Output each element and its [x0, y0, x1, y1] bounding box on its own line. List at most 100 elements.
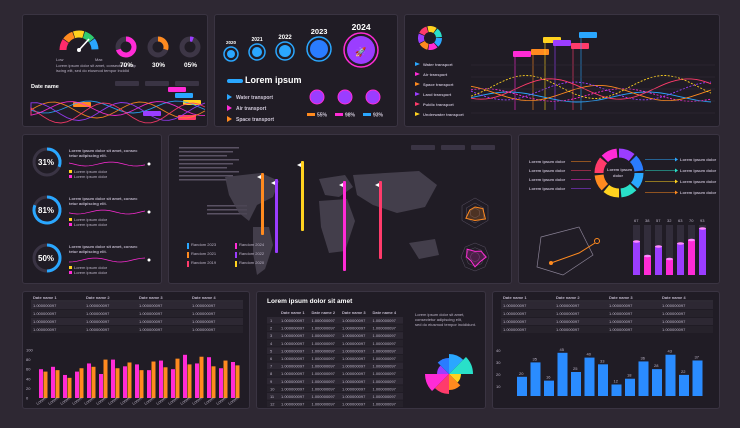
bar-value [557, 352, 568, 396]
legend-swatch [69, 271, 72, 274]
table-cell: 1.000000097 [609, 311, 633, 316]
table-cell: 1.000000097 [342, 394, 366, 399]
chart-tag [175, 93, 193, 98]
table-cell: 1.000000097 [312, 348, 336, 353]
radar-grid [466, 202, 484, 224]
table-cell: 1.000000097 [281, 326, 305, 331]
cycle-center-text: Lorem ipsum [607, 167, 633, 172]
table-cell: 1.000000097 [312, 379, 336, 384]
wave-line [30, 100, 206, 114]
cycle-segment [629, 155, 644, 172]
donut-arc [116, 36, 137, 58]
table-cell: 1.000000097 [192, 327, 216, 332]
timeline-ring [223, 46, 239, 62]
marker-tag [531, 49, 549, 55]
bar-series-b [235, 365, 240, 398]
cycle-right-label: Lorem ipsum dolor [680, 157, 717, 162]
table-cell: 1.000000097 [373, 348, 397, 353]
timeline-year: 2020 [226, 40, 237, 45]
world-map-graphics: Random 2023 Random 2024 Random 2021 Random … [179, 145, 495, 275]
bar-value [598, 364, 608, 396]
table-cell: 1.000000097 [281, 402, 305, 407]
table-cell: 1.000000097 [33, 327, 57, 332]
bar-series-b [127, 362, 132, 398]
progress-title-2: tetur adipiscing elit. [69, 249, 107, 254]
bar-series-a [183, 354, 187, 398]
table-header: Date name 3 [139, 295, 163, 300]
legend-swatch [235, 261, 237, 267]
bar-data-label: 12 [614, 378, 619, 383]
table-cell: 1.000000097 [312, 318, 336, 323]
cycle-center-text: dolor [613, 173, 623, 178]
dropdown-chip [115, 81, 139, 86]
stat-badge [337, 89, 353, 105]
text-line [179, 155, 227, 157]
cycle-segment [601, 148, 618, 163]
progress-spark [68, 161, 146, 167]
donut-segment [428, 42, 438, 50]
map-legend-label: Random 2024 [239, 242, 265, 247]
bar3d [699, 228, 706, 275]
continent-shape [319, 175, 353, 197]
table-cell: 1.000000097 [192, 303, 216, 308]
y-tick: 0 [26, 396, 29, 401]
table-row [267, 400, 403, 408]
bar-series-a [63, 374, 67, 398]
donut-segment [433, 37, 442, 47]
stat-value: 93% [373, 113, 384, 119]
text-line [179, 171, 239, 173]
legend-swatch [235, 243, 237, 249]
bar3d-label: 93 [700, 218, 705, 223]
timeline-ring [306, 36, 332, 62]
table-cell: 1.000000097 [662, 327, 686, 332]
bar3d-top [655, 245, 662, 248]
x-tick: Lorem [191, 395, 204, 406]
x-tick: Lorem [215, 395, 228, 406]
table-cell: 1.000000097 [312, 364, 336, 369]
table-row [267, 332, 403, 339]
x-tick: Lorem [35, 395, 48, 406]
radar-grid [461, 197, 489, 229]
center-note: Lorem ipsum dolor sit amet, [415, 312, 464, 317]
legend-arrow [415, 92, 420, 96]
cycle-segment [618, 148, 635, 162]
map-bar [379, 181, 382, 259]
center-note: consectetur adipiscing elit, [415, 317, 462, 322]
map-bar-pointer [339, 183, 343, 187]
gauge-segment [72, 30, 85, 39]
wave-line [470, 78, 712, 100]
stat-chip [335, 113, 343, 116]
legend-label: Land transport [423, 92, 452, 97]
cycle-arrow [675, 157, 678, 162]
bar-data-label: 36 [641, 355, 646, 360]
y-tick: 20 [496, 372, 501, 377]
map-legend-label: Random 2019 [191, 260, 217, 265]
timeline-item-label: Air transport [236, 106, 267, 112]
bar-series-b [211, 366, 216, 398]
bar-series-b [199, 356, 204, 398]
legend-arrow [227, 116, 232, 122]
multi-line-chart: Water transport Air transport Space transp… [415, 26, 715, 117]
legend-label: Underwater transport [423, 112, 464, 117]
text-line [179, 159, 239, 161]
table-cell: 1.000000097 [609, 327, 633, 332]
cycle-segment [620, 183, 637, 198]
legend-swatch [187, 252, 189, 258]
timeline-item-label: Space transport [236, 117, 274, 123]
legend-swatch [69, 170, 72, 173]
bar-data-label: 40 [587, 352, 592, 357]
table-row [267, 324, 403, 332]
table-and-bar-chart-right: Date name 1 Date name 2 Date name 3 Date na… [496, 295, 713, 396]
table-row [31, 302, 243, 309]
table-cell: 1.000000097 [312, 402, 336, 407]
chart-title: Date name [31, 84, 59, 90]
y-tick: 40 [26, 376, 31, 381]
bar-data-label: 20 [519, 371, 524, 376]
x-tick: Lorem [203, 395, 216, 406]
progress-title-2: tetur adipiscing elit. [69, 153, 107, 158]
legend-arrow [415, 82, 420, 86]
dropdown-chip [411, 145, 435, 150]
donut-label: 05% [184, 62, 197, 69]
chart-tag [168, 87, 186, 92]
row-index: 8 [270, 371, 273, 376]
